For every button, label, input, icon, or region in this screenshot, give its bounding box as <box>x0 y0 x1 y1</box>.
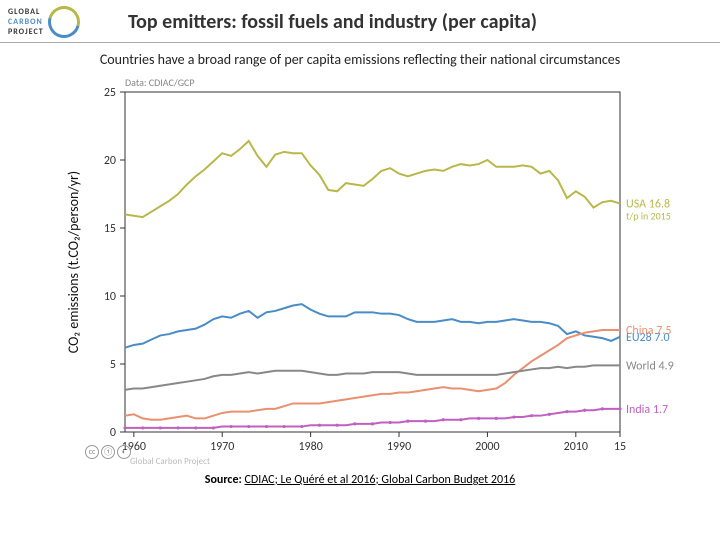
chart-svg: 051015202519601970198019902000201015CO₂ … <box>10 72 710 467</box>
logo-text-1: GLOBAL <box>8 7 44 17</box>
svg-text:CO₂ emissions (t.CO₂/person/yr: CO₂ emissions (t.CO₂/person/yr) <box>65 171 82 353</box>
footer-source: Source: CDIAC; Le Quéré et al 2016; Glob… <box>0 467 720 493</box>
svg-text:World 4.9: World 4.9 <box>626 359 674 373</box>
svg-text:25: 25 <box>104 86 116 100</box>
logo: GLOBAL CARBON PROJECT <box>8 6 108 38</box>
header: GLOBAL CARBON PROJECT Top emitters: foss… <box>0 0 720 43</box>
svg-text:5: 5 <box>110 358 116 372</box>
svg-text:China 7.5: China 7.5 <box>626 324 671 338</box>
source-b[interactable]: Le Quéré et al 2016; <box>278 473 379 487</box>
chart: Data: CDIAC/GCP 051015202519601970198019… <box>10 72 710 467</box>
svg-text:2000: 2000 <box>475 440 499 454</box>
data-credit: Data: CDIAC/GCP <box>125 76 195 89</box>
logo-text-2: CARBON <box>8 17 44 27</box>
svg-text:2010: 2010 <box>564 440 588 454</box>
svg-text:1980: 1980 <box>298 440 322 454</box>
sa-icon: ◐ <box>117 445 131 459</box>
svg-text:0: 0 <box>110 426 116 440</box>
gcp-label: Global Carbon Project <box>130 456 210 467</box>
logo-circle-icon <box>42 0 86 44</box>
cc-badges: cc ① ◐ <box>85 445 131 459</box>
subtitle: Countries have a broad range of per capi… <box>0 43 720 72</box>
svg-text:1970: 1970 <box>210 440 234 454</box>
source-a[interactable]: CDIAC; <box>245 473 278 487</box>
svg-text:1990: 1990 <box>387 440 411 454</box>
svg-text:t/p in 2015: t/p in 2015 <box>626 210 671 223</box>
source-c[interactable]: Global Carbon Budget 2016 <box>379 473 516 487</box>
cc-icon: cc <box>85 445 99 459</box>
svg-text:India 1.7: India 1.7 <box>626 403 668 417</box>
svg-text:20: 20 <box>104 154 116 168</box>
svg-text:15: 15 <box>104 222 116 236</box>
source-pre: Source: <box>205 473 245 487</box>
logo-text-3: PROJECT <box>8 27 44 37</box>
svg-text:10: 10 <box>104 290 116 304</box>
svg-text:15: 15 <box>614 440 626 454</box>
by-icon: ① <box>101 445 115 459</box>
page-title: Top emitters: fossil fuels and industry … <box>128 10 537 34</box>
